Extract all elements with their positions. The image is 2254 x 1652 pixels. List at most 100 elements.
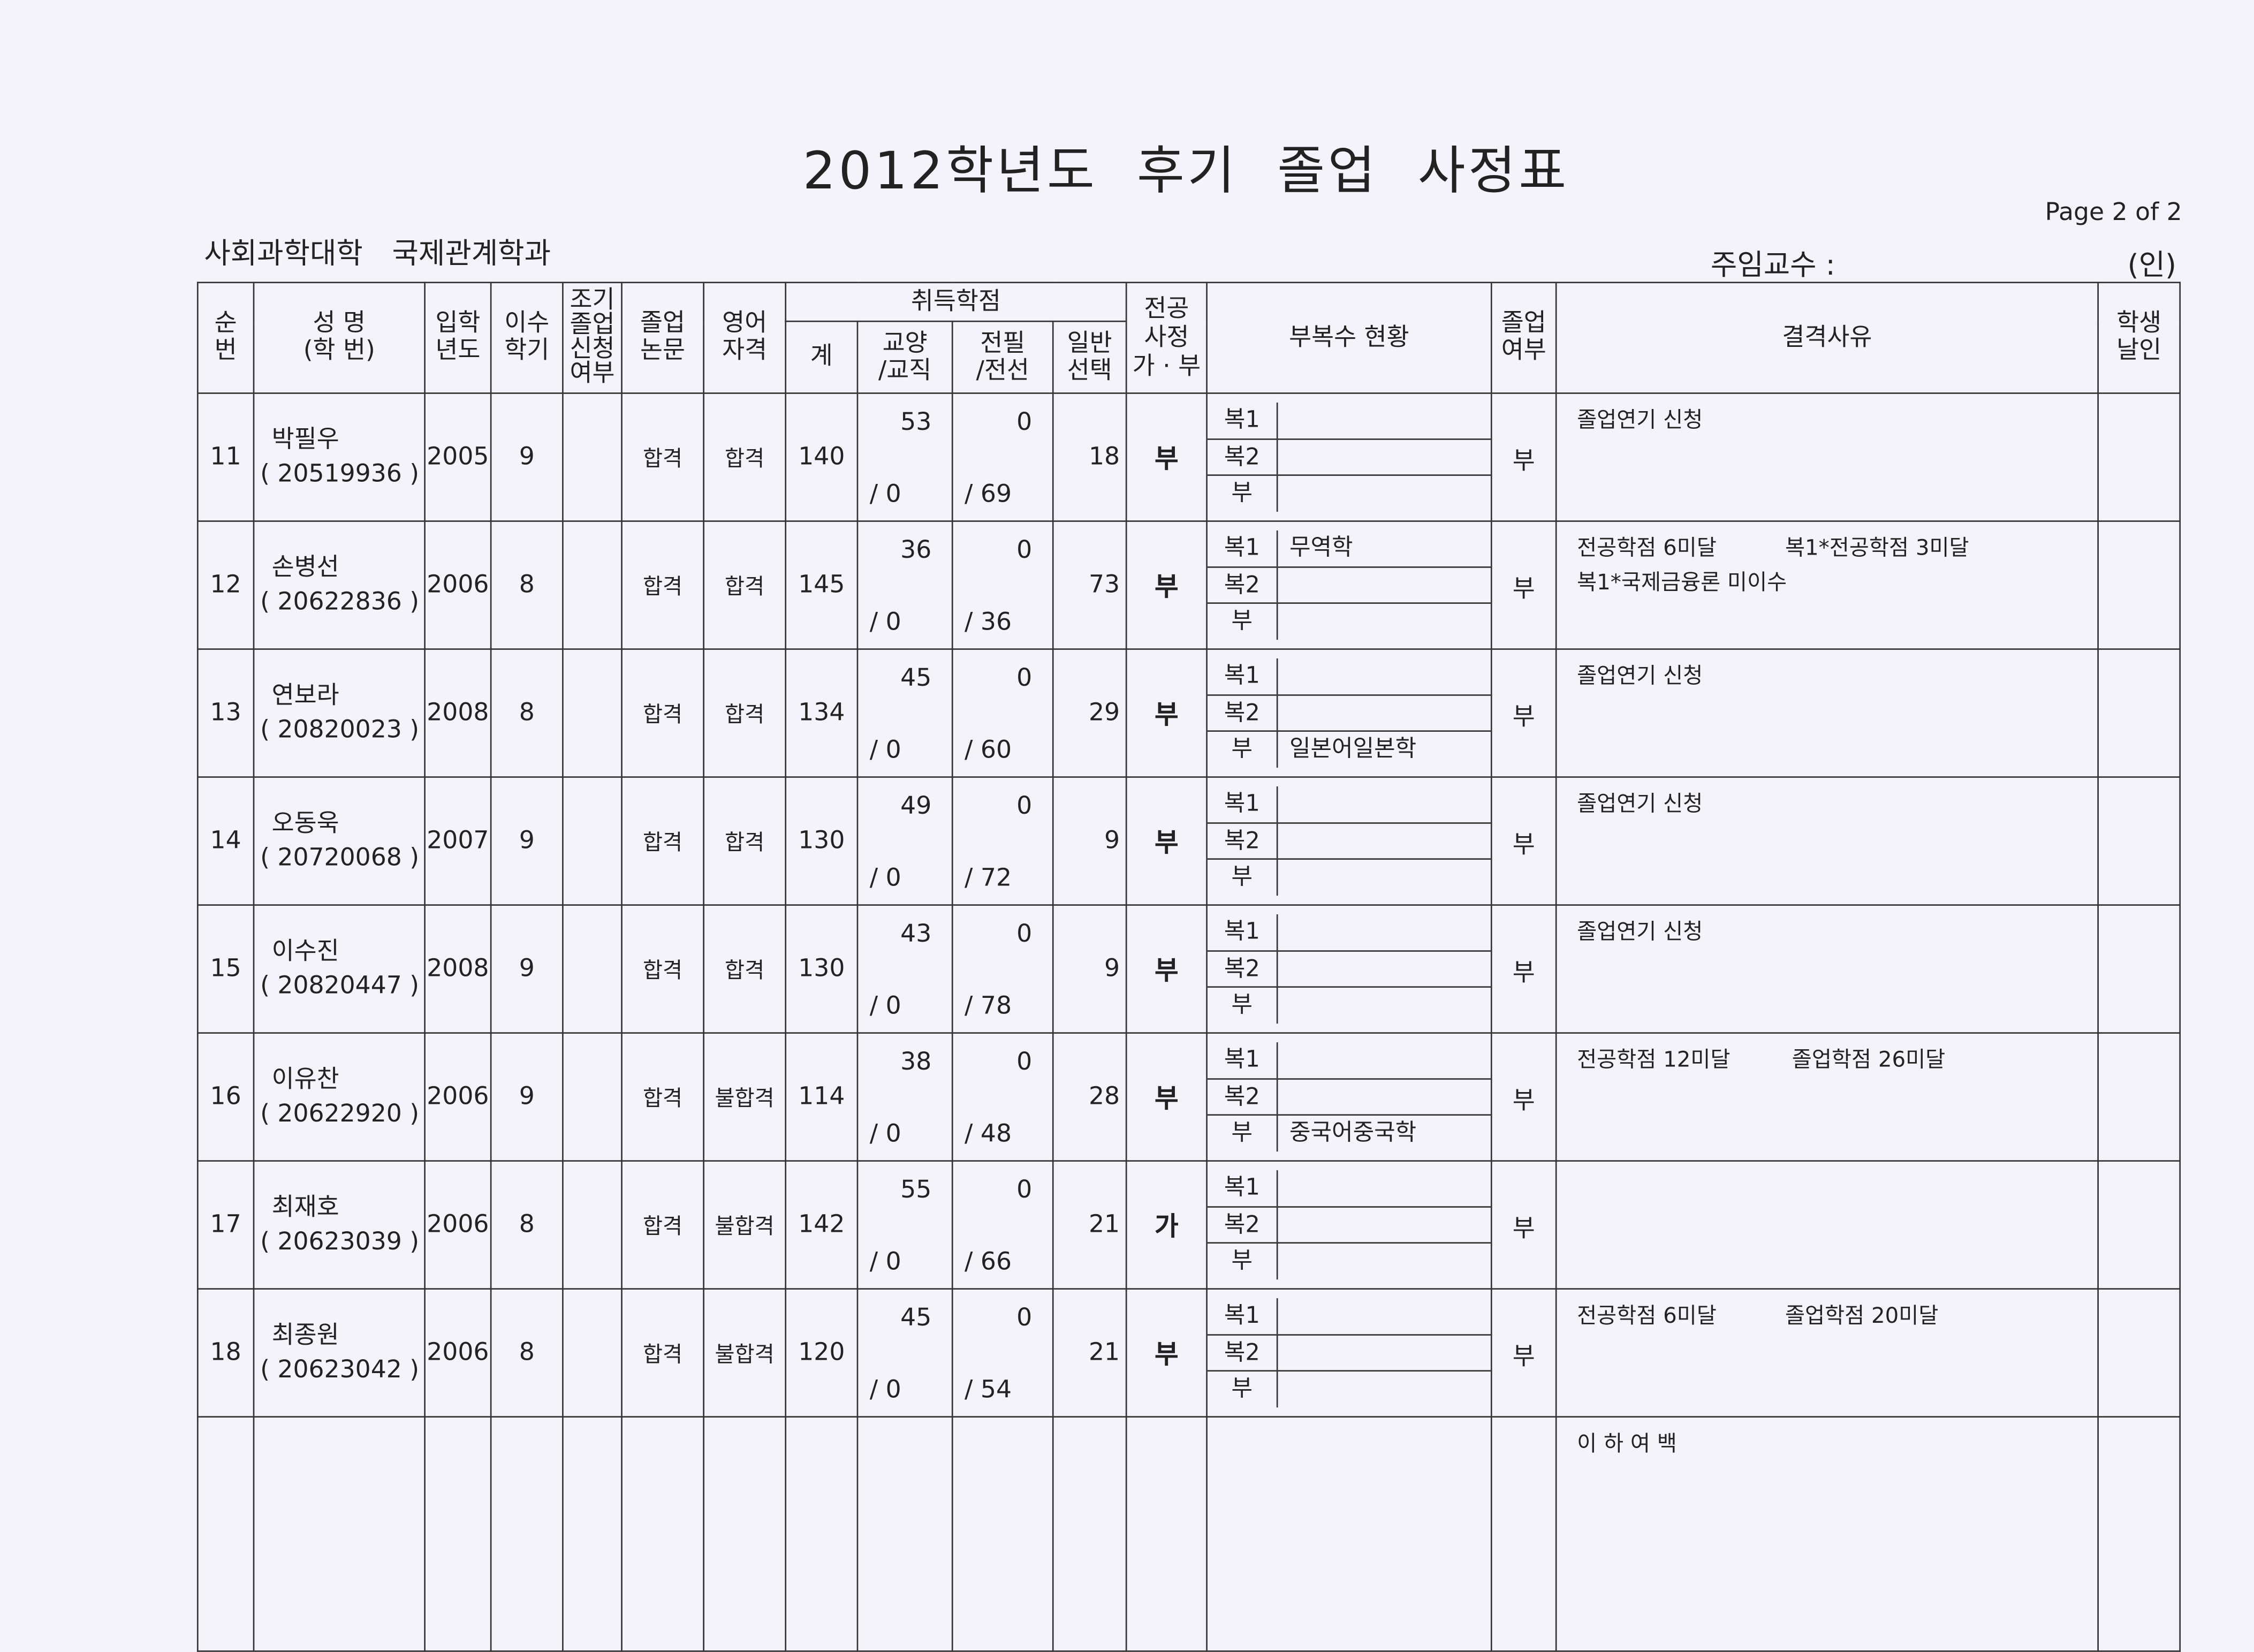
teaching-credits: / 0 xyxy=(869,480,901,509)
early-graduation xyxy=(562,776,623,906)
semesters: 8 xyxy=(490,648,564,778)
major-review: 부 xyxy=(1125,1032,1208,1162)
english-result: 합격 xyxy=(703,520,787,650)
review-table: 순 번 성 명 (학 번) 입학 년도 이수 학기 조기 졸업 신청 여부 졸업… xyxy=(196,282,2181,1652)
major-elective-credits: / 66 xyxy=(965,1248,1012,1277)
major-review: 부 xyxy=(1125,520,1208,650)
student-row: 16 이유찬 ( 20622920 ) 2006 9 합격 불합격 114 38 /… xyxy=(196,1032,2181,1162)
student-seal xyxy=(2097,1160,2181,1290)
major-elective-credits: / 54 xyxy=(965,1376,1012,1405)
general-credits: 29 xyxy=(1052,648,1127,778)
row-no: 11 xyxy=(196,392,255,522)
english-result: 합격 xyxy=(703,904,787,1034)
minor-label: 부 xyxy=(1208,860,1278,896)
blank-cell xyxy=(1206,1416,1492,1652)
major-elective-credits: / 78 xyxy=(965,992,1012,1021)
minor-value xyxy=(1278,1298,1486,1333)
graduate-status: 부 xyxy=(1490,648,1557,778)
minor-label: 부 xyxy=(1208,476,1278,512)
minor-label: 복2 xyxy=(1208,1079,1278,1115)
liberal-credits: 53 xyxy=(900,408,932,437)
student-name: 최종원 xyxy=(271,1321,339,1350)
department: 사회과학대학 국제관계학과 xyxy=(204,236,551,270)
general-credits: 18 xyxy=(1052,392,1127,522)
row-no: 12 xyxy=(196,520,255,650)
minor-value xyxy=(1278,403,1486,438)
disqualification-reason: 졸업연기 신청 xyxy=(1555,648,2099,778)
graduate-status: 부 xyxy=(1490,1288,1557,1418)
teaching-credits: / 0 xyxy=(869,1248,901,1277)
disqualification-reason: 전공학점 6미달 복1*전공학점 3미달 복1*국제금융론 미이수 xyxy=(1555,520,2099,650)
entry-year: 2006 xyxy=(424,1288,492,1418)
liberal-credits: 55 xyxy=(900,1176,932,1205)
disqualification-reason xyxy=(1555,1160,2099,1290)
graduate-status: 부 xyxy=(1490,776,1557,906)
minor-status: 복1 복2 부 일본어일본학 xyxy=(1207,658,1491,768)
graduate-status: 부 xyxy=(1490,1160,1557,1290)
blank-cell xyxy=(196,1416,255,1652)
student-id: ( 20623042 ) xyxy=(260,1355,420,1385)
minor-value xyxy=(1278,439,1486,475)
english-result: 합격 xyxy=(703,392,787,522)
major-review: 부 xyxy=(1125,392,1208,522)
student-row: 12 손병선 ( 20622836 ) 2006 8 합격 합격 145 36 / … xyxy=(196,520,2181,650)
student-row: 17 최재호 ( 20623039 ) 2006 8 합격 불합격 142 55 /… xyxy=(196,1160,2181,1290)
total-credits: 140 xyxy=(785,392,859,522)
minor-value xyxy=(1278,1372,1486,1407)
blank-cell xyxy=(1125,1416,1208,1652)
student-seal xyxy=(2097,1032,2181,1162)
header-graduate: 졸업 여부 xyxy=(1490,282,1557,394)
early-graduation xyxy=(562,520,623,650)
minor-value xyxy=(1278,823,1486,859)
minor-status: 복1 복2 부 xyxy=(1207,402,1491,512)
liberal-credits: 43 xyxy=(900,920,932,949)
page-number: Page 2 of 2 xyxy=(2045,198,2182,228)
minor-value xyxy=(1278,951,1486,987)
early-graduation xyxy=(562,1288,623,1418)
header-major-req: 전필 /전선 xyxy=(951,320,1054,394)
major-required-credits: 0 xyxy=(1016,408,1033,437)
student-name: 최재호 xyxy=(271,1193,339,1222)
blank-cell xyxy=(1490,1416,1557,1652)
general-credits: 21 xyxy=(1052,1288,1127,1418)
blank-cell xyxy=(1052,1416,1127,1652)
header-total: 계 xyxy=(785,320,859,394)
student-id: ( 20720068 ) xyxy=(260,844,420,873)
minor-status: 복1 복2 부 xyxy=(1207,1170,1491,1280)
entry-year: 2006 xyxy=(424,1032,492,1162)
student-name: 오동욱 xyxy=(271,809,339,838)
early-graduation xyxy=(562,1032,623,1162)
semesters: 9 xyxy=(490,776,564,906)
blank-cell xyxy=(490,1416,564,1652)
minor-status: 복1 무역학 복2 부 xyxy=(1207,530,1491,640)
minor-label: 복1 xyxy=(1208,1298,1278,1334)
student-name: 이수진 xyxy=(271,937,339,966)
minor-label: 부 xyxy=(1208,1244,1278,1280)
header-entry: 입학 년도 xyxy=(424,282,492,394)
thesis-result: 합격 xyxy=(621,1288,704,1418)
disqualification-reason: 전공학점 6미달 졸업학점 20미달 xyxy=(1555,1288,2099,1418)
row-no: 13 xyxy=(196,648,255,778)
student-row: 15 이수진 ( 20820447 ) 2008 9 합격 합격 130 43 / … xyxy=(196,904,2181,1034)
graduate-status: 부 xyxy=(1490,904,1557,1034)
major-required-credits: 0 xyxy=(1016,1304,1033,1333)
teaching-credits: / 0 xyxy=(869,1376,901,1405)
minor-status: 복1 복2 부 xyxy=(1207,786,1491,896)
blank-cell xyxy=(621,1416,704,1652)
student-seal xyxy=(2097,904,2181,1034)
total-credits: 142 xyxy=(785,1160,859,1290)
minor-value xyxy=(1278,1207,1486,1242)
general-credits: 9 xyxy=(1052,776,1127,906)
blank-cell xyxy=(562,1416,623,1652)
major-elective-credits: / 48 xyxy=(965,1120,1012,1149)
major-elective-credits: / 69 xyxy=(965,480,1012,509)
minor-value xyxy=(1278,988,1486,1024)
liberal-credits: 49 xyxy=(900,792,932,821)
early-graduation xyxy=(562,904,623,1034)
major-review: 부 xyxy=(1125,776,1208,906)
thesis-result: 합격 xyxy=(621,1160,704,1290)
minor-status: 복1 복2 부 xyxy=(1207,914,1491,1024)
major-required-credits: 0 xyxy=(1016,792,1033,821)
minor-label: 복2 xyxy=(1208,567,1278,603)
